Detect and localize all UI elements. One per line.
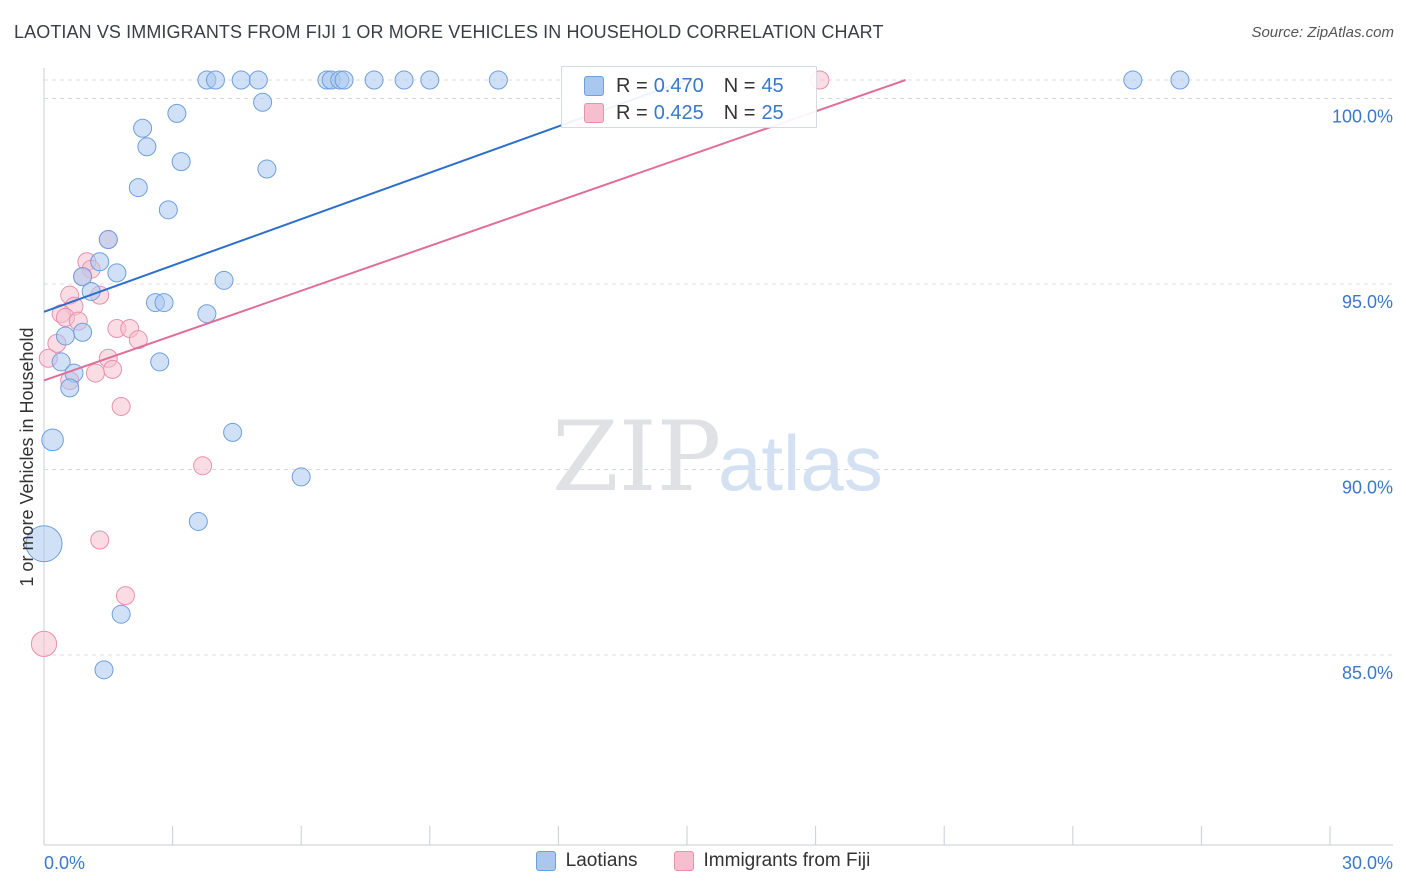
gridlines (44, 79, 1393, 656)
laotian-point[interactable] (94, 660, 114, 680)
laotian-point[interactable] (51, 352, 71, 372)
watermark-atlas: atlas (718, 419, 883, 507)
y-tick-label: 95.0% (1342, 292, 1393, 312)
y-tick-label: 90.0% (1342, 478, 1393, 498)
stats-swatch-fiji (584, 103, 604, 123)
laotian-point[interactable] (394, 70, 414, 90)
laotian-point[interactable] (291, 467, 311, 487)
chart-source: Source: ZipAtlas.com (1251, 24, 1394, 41)
laotian-point[interactable] (334, 70, 354, 90)
fiji-point[interactable] (115, 586, 135, 606)
laotian-point[interactable] (128, 178, 148, 198)
stats-n-value: 25 (761, 101, 784, 124)
fiji-point[interactable] (30, 630, 58, 657)
stats-row-fiji: R = 0.425 N = 25 (584, 100, 784, 126)
laotian-point[interactable] (167, 103, 187, 123)
laotian-point[interactable] (133, 118, 153, 138)
watermark-zip: ZIP (552, 401, 721, 513)
laotian-points (25, 70, 1190, 680)
stats-swatch-laotians (584, 76, 604, 96)
laotian-point[interactable] (223, 422, 243, 442)
chart-legend: Laotians Immigrants from Fiji (0, 850, 1406, 872)
stats-n-value: 45 (761, 74, 784, 97)
fiji-point[interactable] (111, 396, 131, 416)
fiji-point[interactable] (128, 330, 148, 350)
tick-labels: 85.0% 90.0% 95.0% 100.0% 0.0% 30.0% (44, 107, 1393, 873)
watermark: ZIP atlas (552, 401, 883, 513)
legend-swatch-fiji (673, 851, 694, 871)
laotian-point[interactable] (150, 352, 170, 372)
legend-item-fiji[interactable]: Immigrants from Fiji (673, 850, 871, 872)
laotian-point[interactable] (137, 137, 157, 157)
laotian-point[interactable] (205, 70, 225, 90)
laotian-point[interactable] (111, 604, 131, 624)
stats-r-value: 0.425 (653, 101, 704, 124)
stats-r-label: R = (616, 74, 648, 97)
stats-box: R = 0.470 N = 45 R = 0.425 N = 25 (561, 66, 817, 128)
laotian-point[interactable] (73, 267, 93, 287)
fiji-point[interactable] (193, 456, 213, 476)
axes (43, 68, 1393, 846)
laotian-point[interactable] (253, 92, 273, 112)
laotian-point[interactable] (1170, 70, 1190, 90)
laotian-point[interactable] (257, 159, 277, 179)
stats-r-label: R = (616, 101, 648, 124)
laotian-point[interactable] (158, 200, 178, 220)
fiji-trend-line (43, 79, 906, 382)
x-tick-label: 30.0% (1342, 853, 1393, 873)
laotian-point[interactable] (248, 70, 268, 90)
laotian-point[interactable] (60, 378, 80, 398)
legend-label-laotians: Laotians (565, 850, 638, 871)
legend-item-laotians[interactable]: Laotians (535, 850, 638, 872)
laotian-point[interactable] (107, 263, 127, 283)
laotian-point[interactable] (1123, 70, 1143, 90)
laotian-point[interactable] (171, 152, 191, 172)
laotian-point[interactable] (73, 322, 93, 342)
laotian-point[interactable] (214, 270, 234, 290)
fiji-point[interactable] (103, 359, 123, 379)
stats-n-label: N = (723, 74, 756, 97)
laotian-point[interactable] (98, 230, 118, 250)
laotian-point[interactable] (55, 326, 75, 346)
stats-r-value: 0.470 (653, 74, 704, 97)
y-axis-label: 1 or more Vehicles in Household (17, 327, 37, 586)
laotian-point[interactable] (231, 70, 251, 90)
x-tick-label: 0.0% (44, 853, 85, 873)
y-tick-label: 85.0% (1342, 663, 1393, 683)
laotian-point[interactable] (154, 293, 174, 313)
laotian-point[interactable] (488, 70, 508, 90)
laotian-point[interactable] (364, 70, 384, 90)
chart-title: LAOTIAN VS IMMIGRANTS FROM FIJI 1 OR MOR… (14, 22, 884, 42)
stats-row-laotians: R = 0.470 N = 45 (584, 73, 784, 99)
legend-swatch-laotians (535, 851, 556, 871)
laotian-point[interactable] (420, 70, 440, 90)
laotian-point[interactable] (197, 304, 217, 324)
fiji-point[interactable] (90, 530, 110, 550)
laotian-point[interactable] (41, 428, 64, 452)
laotian-point[interactable] (25, 525, 63, 563)
y-tick-label: 100.0% (1332, 107, 1393, 127)
fiji-point[interactable] (85, 363, 105, 383)
stats-n-label: N = (723, 101, 756, 124)
legend-label-fiji: Immigrants from Fiji (703, 850, 871, 871)
laotian-point[interactable] (188, 511, 208, 531)
laotian-point[interactable] (90, 252, 110, 272)
